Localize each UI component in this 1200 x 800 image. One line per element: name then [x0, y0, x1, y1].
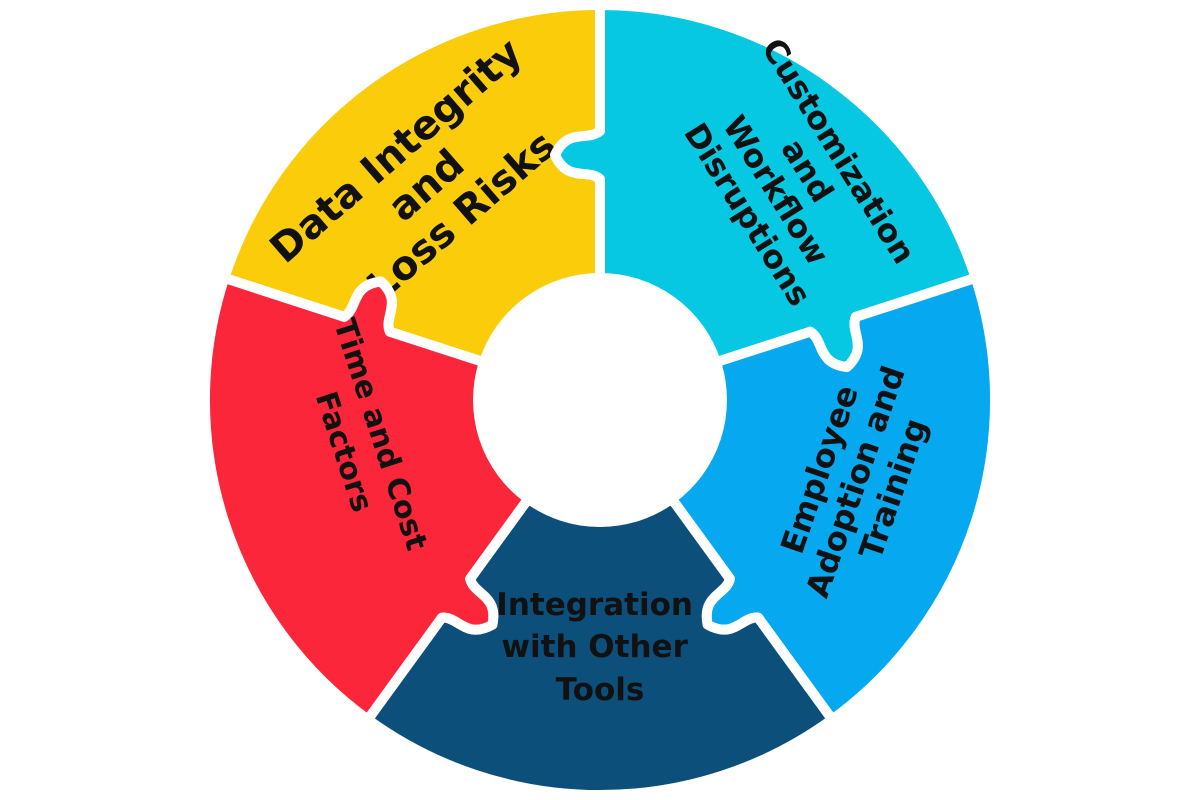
segment-integration-label: Integration with Other Tools: [496, 587, 703, 708]
segment-integration-line-2: with Other: [501, 629, 688, 665]
segment-integration-line-1: Integration: [496, 587, 693, 623]
segment-employee-adoption-shape: [666, 272, 1000, 725]
segment-customization-shape: [550, 0, 981, 373]
segment-time-cost-shape: [200, 272, 534, 725]
segment-integration-line-3: Tools: [556, 672, 645, 708]
segment-integration-shape: [362, 493, 838, 800]
segment-data-integrity: Data Integrity and Loss Risks: [219, 0, 605, 368]
segment-customization: Customization and Workflow Disruptions: [550, 0, 981, 373]
segment-time-cost: Time and Cost Factors: [200, 272, 534, 725]
segment-employee-adoption: Employee Adoption and Training: [666, 272, 1000, 725]
segment-integration: Integration with Other Tools: [362, 493, 838, 800]
